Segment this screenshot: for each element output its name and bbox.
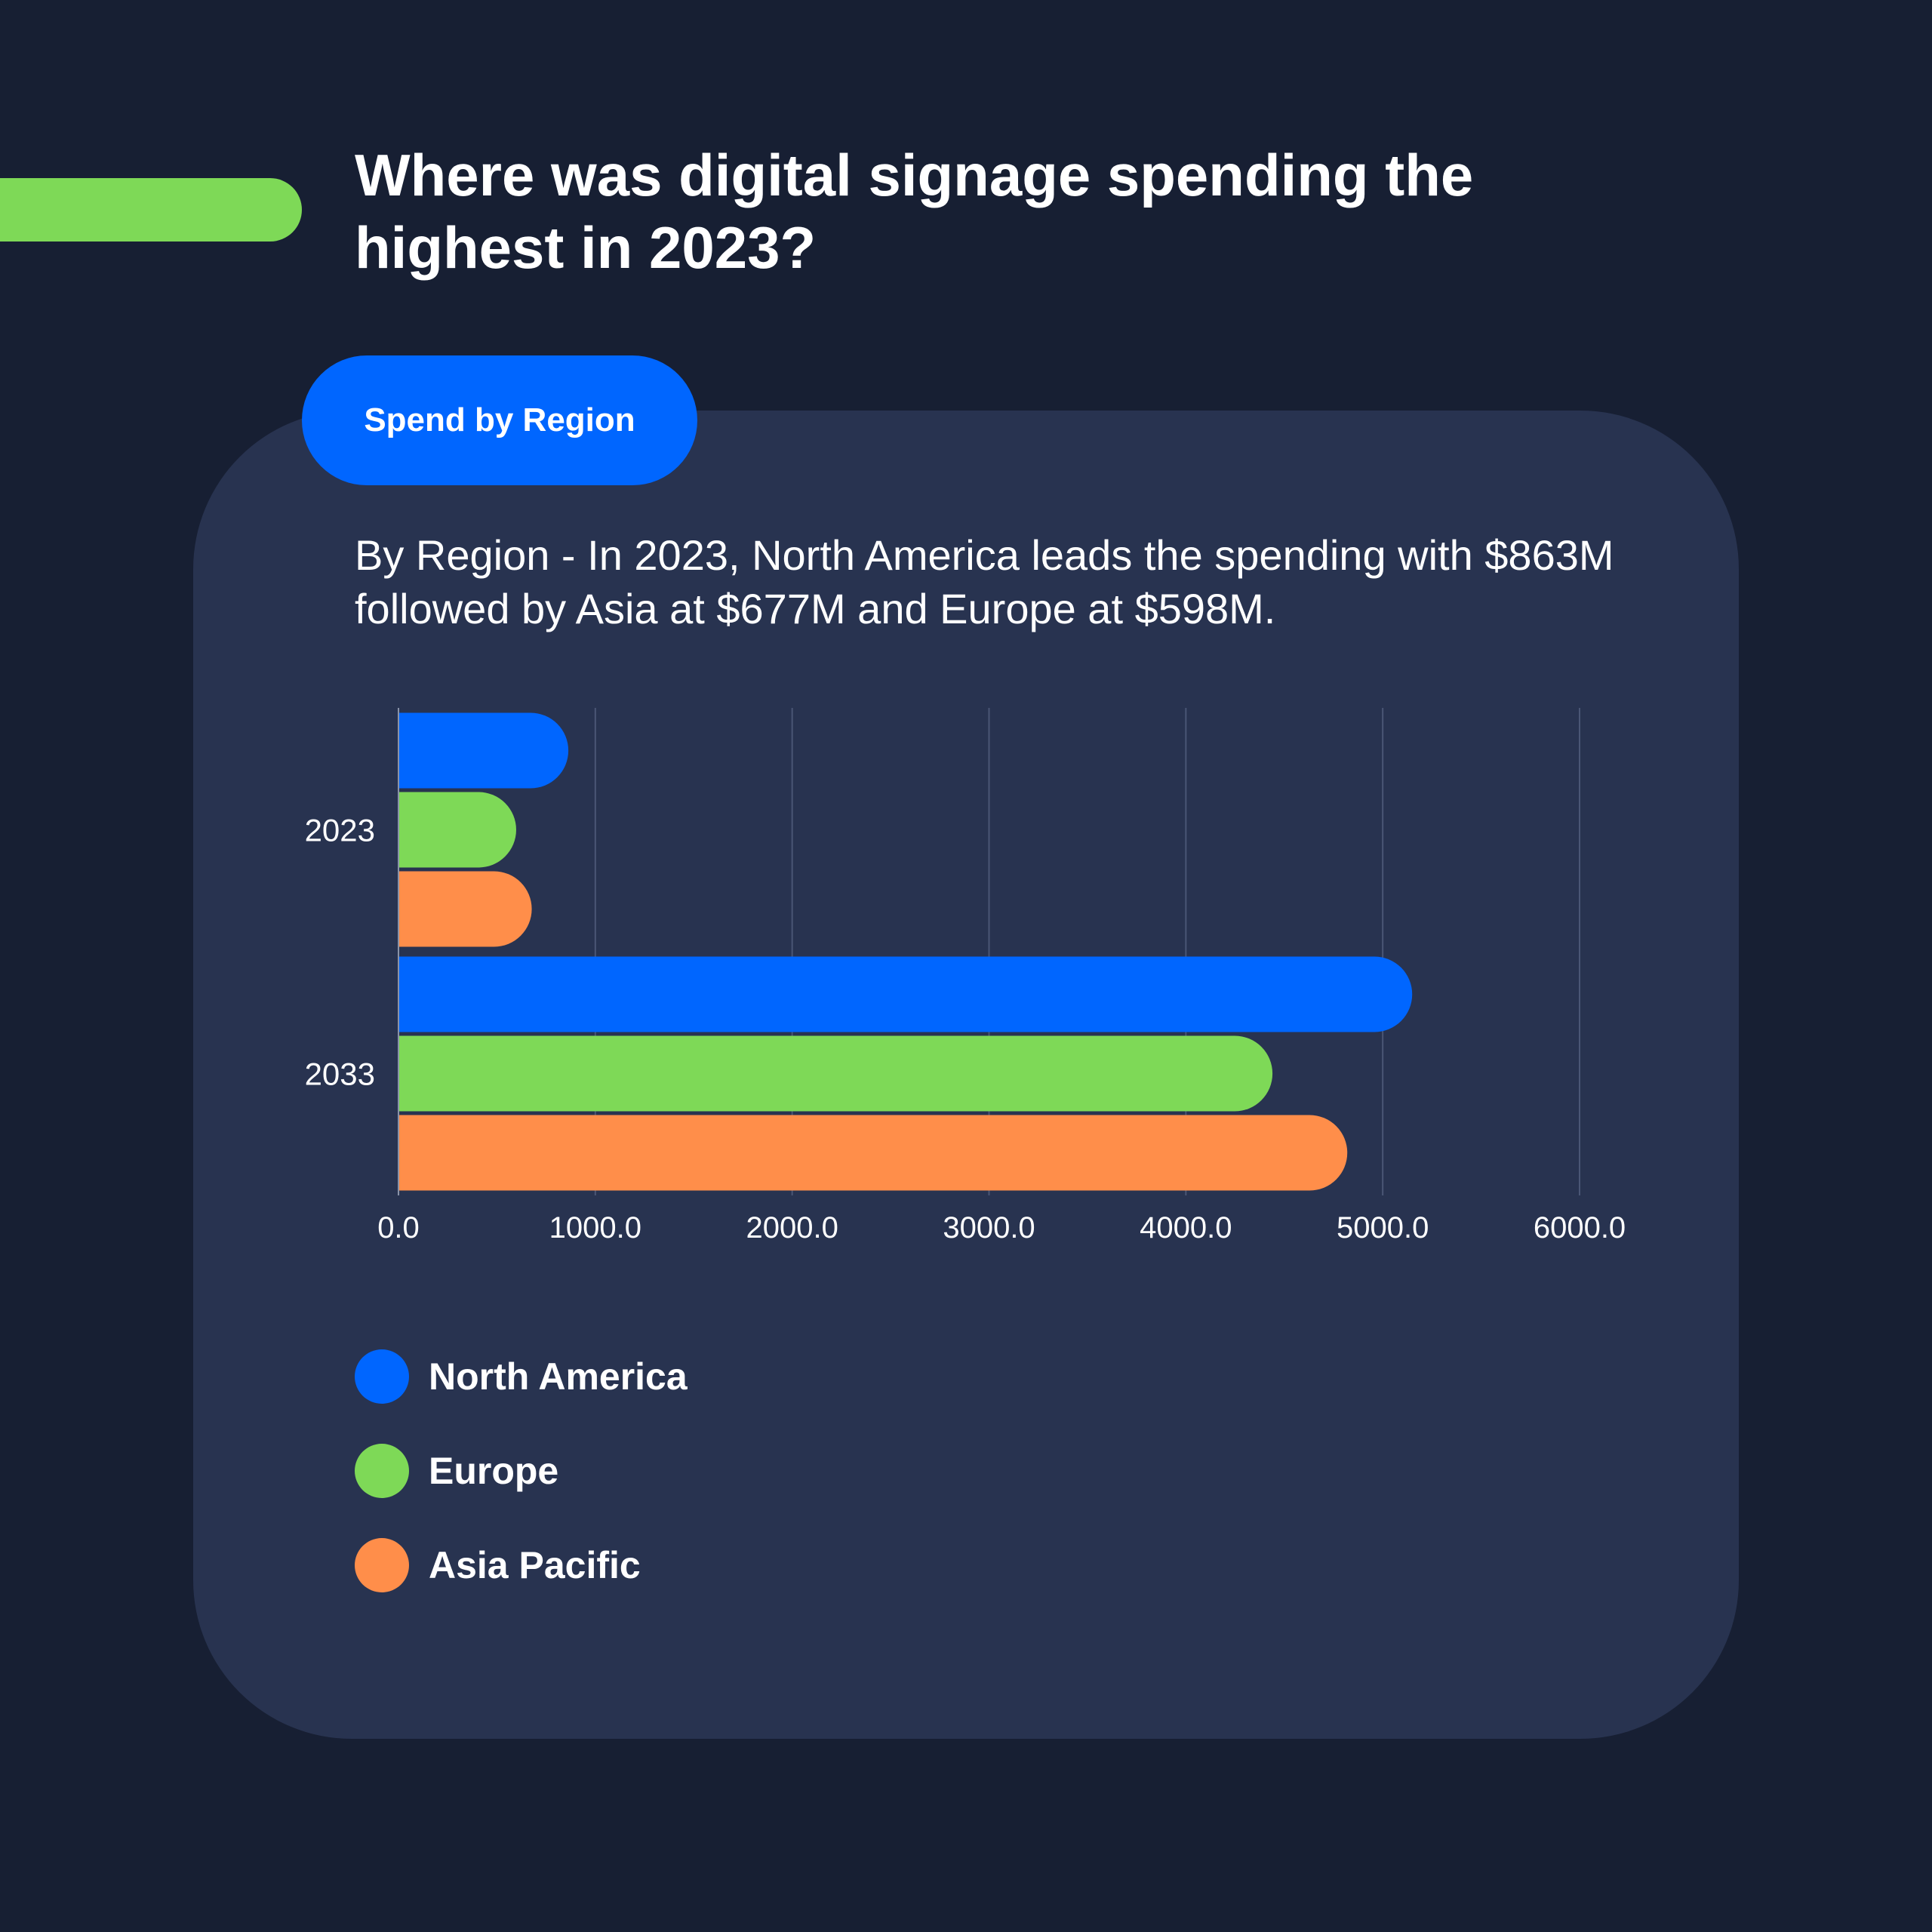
x-tick-label: 1000.0 [549, 1211, 641, 1244]
page-title: Where was digital signage spending the h… [355, 142, 1474, 281]
x-tick-label: 2000.0 [746, 1211, 838, 1244]
legend-item-north-america: North America [355, 1349, 688, 1404]
bar-north-america-2023 [398, 712, 569, 789]
x-tick-label: 0.0 [377, 1211, 420, 1244]
x-tick-label: 3000.0 [943, 1211, 1035, 1244]
legend-label: Asia Pacific [429, 1544, 641, 1586]
legend-swatch-asia-pacific [355, 1538, 409, 1592]
legend-item-asia-pacific: Asia Pacific [355, 1538, 688, 1592]
accent-bar [0, 178, 302, 242]
legend-item-europe: Europe [355, 1444, 688, 1498]
bar-asia-pacific-2023 [398, 871, 532, 947]
y-category-label: 2033 [305, 1057, 375, 1092]
bar-europe-2033 [398, 1035, 1273, 1112]
chart-legend: North America Europe Asia Pacific [355, 1349, 688, 1592]
legend-label: Europe [429, 1450, 559, 1492]
legend-swatch-europe [355, 1444, 409, 1498]
x-tick-label: 4000.0 [1140, 1211, 1232, 1244]
bar-asia-pacific-2033 [398, 1115, 1348, 1191]
bar-europe-2023 [398, 792, 516, 868]
x-tick-label: 5000.0 [1337, 1211, 1429, 1244]
section-tag: Spend by Region [302, 355, 697, 485]
bar-north-america-2033 [398, 956, 1413, 1032]
y-category-label: 2023 [305, 813, 375, 848]
legend-swatch-north-america [355, 1349, 409, 1404]
chart-description: By Region - In 2023, North America leads… [355, 531, 1614, 632]
legend-label: North America [429, 1355, 688, 1398]
x-tick-label: 6000.0 [1534, 1211, 1626, 1244]
